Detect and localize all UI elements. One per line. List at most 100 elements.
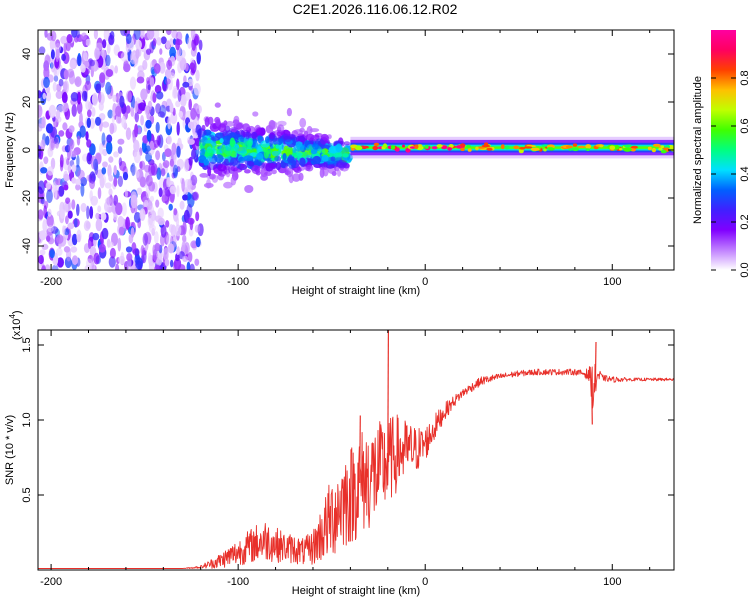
- spectrogram-cell: [121, 115, 127, 128]
- spectrogram-cell: [244, 185, 254, 193]
- spectrogram-cell: [53, 67, 57, 77]
- spectrogram-cell: [277, 138, 285, 143]
- spectrogram-cell: [192, 191, 199, 201]
- spectrogram-cell: [167, 243, 175, 254]
- spectrogram-cell: [504, 145, 510, 150]
- spectrogram-cell: [76, 135, 81, 146]
- spectrogram-cell: [85, 100, 91, 111]
- spectrogram-cell: [524, 146, 533, 149]
- spectrogram-cell: [89, 206, 94, 219]
- spectrogram-cell: [194, 258, 200, 266]
- spectrogram-cell: [129, 51, 138, 65]
- spectrogram-cell: [271, 150, 280, 157]
- spectrogram-cell: [181, 240, 186, 252]
- spectrogram-cell: [647, 146, 652, 151]
- spectrogram-cell: [382, 143, 388, 148]
- spectrogram-cell: [298, 172, 304, 181]
- spectrogram-cell: [175, 216, 180, 227]
- spectrogram-cell: [500, 144, 505, 150]
- spectrogram-cell: [89, 190, 93, 202]
- spectrogram-cell: [49, 249, 55, 259]
- spectrogram-cell: [186, 203, 193, 218]
- spectrogram-cells: [38, 30, 674, 270]
- spectrogram-cell: [176, 185, 180, 198]
- spectrogram-cell: [93, 158, 99, 171]
- spectrogram-cell: [149, 205, 155, 215]
- spectrogram-cell: [135, 39, 142, 50]
- spectrogram-cell: [46, 90, 52, 102]
- spectrogram-cell: [572, 147, 579, 152]
- spectrogram-cell: [102, 148, 108, 157]
- spectrogram-cell: [288, 174, 294, 184]
- spectrogram-cell: [260, 174, 268, 181]
- spectrogram-cell: [414, 144, 419, 149]
- spectrogram-cell: [87, 109, 92, 118]
- spectrogram-cell: [38, 104, 43, 118]
- spectrogram-cell: [297, 135, 304, 143]
- spectrogram-cell: [331, 171, 337, 176]
- spectrogram-cell: [609, 145, 616, 150]
- spectrogram-cell: [74, 217, 78, 228]
- spectrogram-cell: [71, 255, 79, 266]
- spectrogram-cell: [132, 248, 140, 256]
- spectrogram-cell: [179, 57, 187, 71]
- snr-series: [38, 330, 674, 569]
- spectrogram-cell: [167, 72, 176, 79]
- snr-x-tick-label: 0: [422, 576, 428, 588]
- spectrogram-cell: [113, 194, 119, 207]
- spectrogram-cell: [125, 90, 132, 103]
- spectrogram-cell: [44, 264, 51, 270]
- spectrogram-cell: [135, 257, 143, 270]
- spectrogram-cell: [176, 145, 181, 158]
- spectrogram-cell: [107, 164, 112, 178]
- spectrogram-cell: [156, 135, 161, 146]
- spectrogram-x-tick-label: -200: [40, 276, 62, 288]
- spectrogram-cell: [252, 111, 259, 117]
- spectrogram-cell: [99, 174, 107, 186]
- spectrogram-cell: [203, 159, 210, 166]
- spectrogram-cell: [68, 125, 75, 133]
- snr-y-tick-label: 1.0: [21, 412, 33, 427]
- spectrogram-cell: [177, 89, 182, 102]
- spectrogram-cell: [169, 102, 174, 114]
- spectrogram-cell: [85, 38, 91, 47]
- spectrogram-cell: [75, 183, 81, 191]
- spectrogram-cell: [188, 227, 194, 237]
- spectrogram-cell: [179, 143, 184, 150]
- spectrogram-cell: [350, 147, 355, 151]
- spectrogram-cell: [71, 177, 77, 184]
- spectrogram-cell: [93, 252, 100, 265]
- spectrogram-cell: [59, 154, 64, 168]
- spectrogram-y-tick-label: 40: [21, 48, 33, 60]
- spectrogram-cell: [233, 122, 243, 130]
- spectrogram-cell: [140, 244, 145, 256]
- spectrogram-cell: [45, 181, 52, 190]
- spectrogram-cell: [164, 78, 171, 85]
- spectrogram-cell: [214, 154, 224, 163]
- spectrogram-cell: [125, 216, 130, 230]
- spectrogram-cell: [230, 157, 239, 167]
- spectrogram-cell: [50, 157, 56, 170]
- spectrogram-cell: [274, 155, 281, 162]
- spectrogram-cell: [47, 225, 54, 233]
- spectrogram-cell: [269, 120, 278, 130]
- spectrogram-cell: [146, 129, 152, 142]
- colorbar-ticks: 0.0 0.2 0.4 0.6 0.8: [711, 70, 750, 278]
- spectrogram-cell: [60, 35, 68, 45]
- spectrogram-x-ticks: -200 -100 0 100: [40, 30, 651, 288]
- spectrogram-cell: [38, 144, 42, 158]
- spectrogram-cell: [149, 77, 155, 87]
- spectrogram-cell: [599, 144, 604, 148]
- figure-title: C2E1.2026.116.06.12.R02: [293, 1, 458, 17]
- spectrogram-cell: [68, 201, 72, 210]
- spectrogram-cell: [101, 132, 106, 146]
- spectrogram-cell: [81, 90, 88, 102]
- spectrogram-cell: [95, 42, 103, 51]
- spectrogram-cell: [372, 145, 379, 151]
- spectrogram-cell: [53, 75, 59, 82]
- spectrogram-cell: [147, 252, 152, 263]
- spectrogram-cell: [210, 136, 220, 141]
- spectrogram-cell: [175, 38, 181, 51]
- spectrogram-cell: [115, 202, 123, 216]
